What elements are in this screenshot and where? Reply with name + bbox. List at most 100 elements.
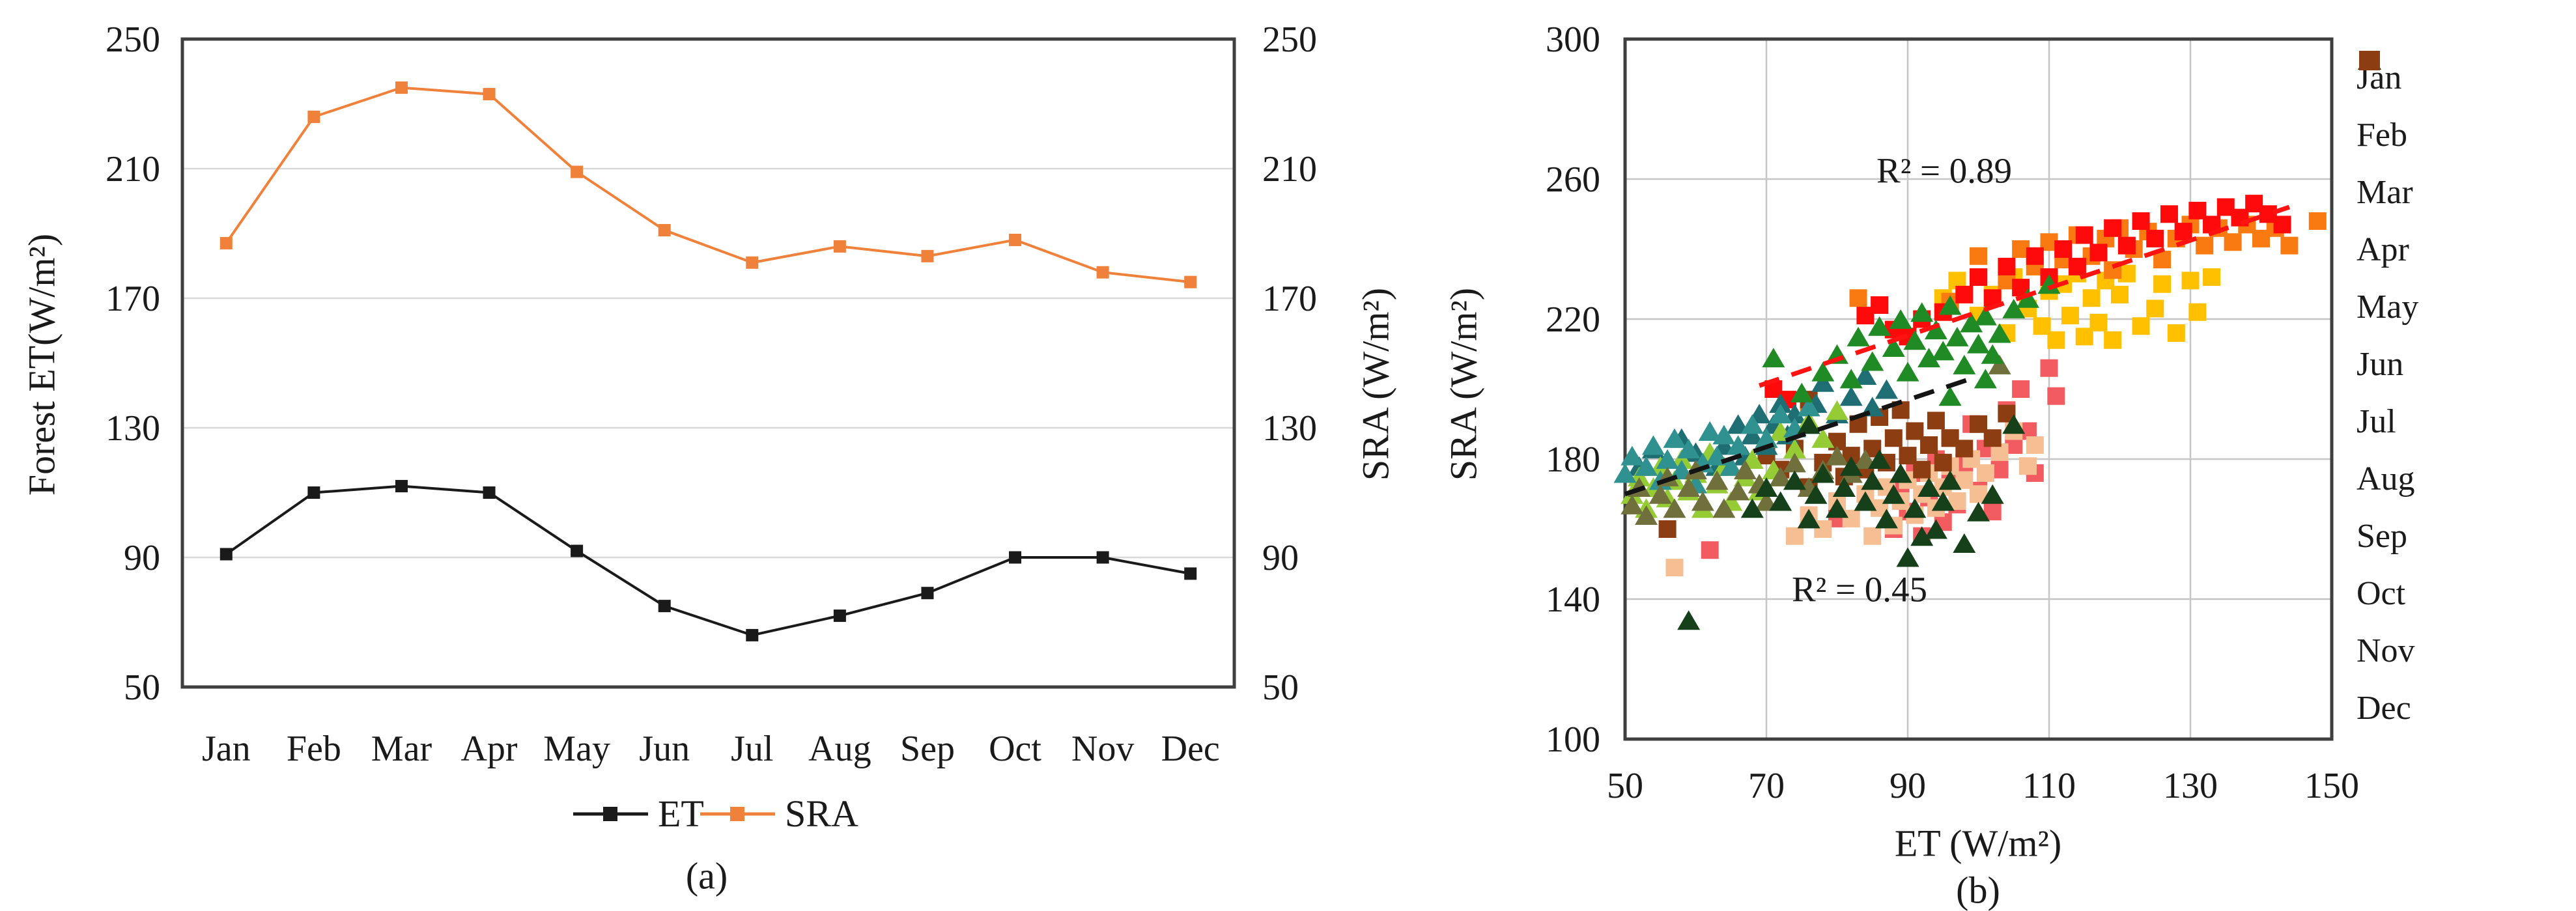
point-oct: [1931, 491, 1955, 511]
point-mar: [2280, 236, 2299, 255]
legend-item-aug: Aug: [2357, 51, 2418, 508]
point-jun: [1769, 393, 1792, 413]
point-feb: [2181, 272, 2200, 290]
point-oct: [1854, 491, 1877, 511]
point-jul: [1783, 438, 1806, 458]
point-apr: [2160, 205, 2178, 223]
point-sep: [1635, 505, 1658, 525]
legend-item-jul: Jul: [2357, 51, 2418, 451]
chart-b-y-tick: 100: [1546, 720, 1600, 760]
legend-item-jun: Jun: [2357, 51, 2418, 393]
chart-a-month-label: Jan: [202, 729, 251, 769]
chart-a-month-label: Dec: [1161, 729, 1220, 769]
point-oct: [1839, 456, 1863, 476]
marker-et: [1184, 567, 1197, 580]
point-apr: [2089, 244, 2108, 262]
scatter-series-oct: [1677, 414, 2026, 630]
marker-sra: [658, 224, 671, 237]
point-oct: [1924, 519, 1947, 539]
chart-b-y-tick: 260: [1546, 160, 1600, 200]
point-nov: [1863, 527, 1882, 545]
chart-b-x-tick: 110: [2022, 766, 2076, 806]
legend-marker: [603, 807, 617, 821]
caption-b: (b): [1956, 869, 2000, 911]
point-may: [1946, 326, 1969, 346]
marker-et: [571, 544, 584, 557]
scatter-series-apr: [1764, 195, 2291, 409]
chart-b-y-axis-title: SRA (W/m²): [1442, 287, 1485, 481]
point-aug: [1698, 421, 1721, 441]
point-sep: [1691, 491, 1714, 511]
point-feb: [2167, 324, 2185, 342]
point-feb: [2082, 289, 2101, 307]
point-jan: [2040, 359, 2058, 377]
chart-a-month-label: May: [543, 729, 610, 769]
point-oct: [1889, 463, 1912, 483]
point-jun: [1839, 386, 1863, 406]
point-apr: [2146, 229, 2164, 247]
chart-b-x-tick: 150: [2304, 766, 2359, 806]
legend-label: Sep: [2357, 518, 2407, 555]
legend-item-apr: Apr: [2357, 51, 2418, 279]
point-jun: [1740, 425, 1764, 445]
marker-et: [307, 486, 320, 499]
point-may: [1889, 309, 1912, 329]
point-apr: [2104, 219, 2122, 237]
scatter-legend: Jan Feb Mar Apr May Jun Jul Aug Sep Oct Nov Dec: [2357, 49, 2418, 737]
legend-label: Jun: [2357, 346, 2404, 383]
marker-sra: [1184, 275, 1197, 288]
point-may: [1847, 326, 1870, 346]
marker-sra: [833, 240, 846, 253]
point-aug: [1635, 456, 1658, 476]
point-mar: [1849, 289, 1867, 307]
chart-a-right-tick: 90: [1262, 538, 1299, 578]
point-apr: [2132, 212, 2150, 230]
point-dec: [1983, 429, 2002, 447]
chart-a: 50 50 90 90 130 130 170 170 210 210 250 250 Jan Feb Ma…: [106, 20, 1317, 835]
point-feb: [2146, 300, 2164, 318]
point-aug: [1656, 449, 1679, 469]
point-jan: [1701, 541, 1719, 559]
point-may: [1882, 337, 1905, 357]
point-nov: [2026, 436, 2044, 454]
point-dec: [1955, 440, 1974, 458]
point-apr: [1871, 296, 1889, 314]
point-jan: [2047, 387, 2065, 405]
point-feb: [2111, 285, 2129, 303]
scatter-series-may: [1762, 274, 2061, 406]
point-may: [1981, 344, 2004, 364]
point-oct: [1967, 501, 1990, 522]
marker-et: [219, 548, 233, 561]
point-oct: [1938, 470, 1962, 490]
legend-label: Aug: [2357, 460, 2415, 498]
point-apr: [2026, 247, 2044, 265]
point-feb: [2132, 317, 2150, 335]
point-oct: [1797, 414, 1820, 434]
legend-label-sra: SRA: [785, 792, 858, 835]
marker-et: [483, 486, 496, 499]
point-may: [1839, 369, 1863, 389]
point-may: [1938, 295, 1962, 315]
point-feb: [2047, 331, 2065, 349]
r-squared-squares-label: R² = 0.89: [1876, 150, 2012, 191]
point-sep: [1649, 484, 1672, 504]
point-may: [1790, 382, 1813, 402]
chart-a-month-label: Oct: [989, 729, 1041, 769]
point-oct: [1769, 491, 1792, 511]
point-feb: [2203, 268, 2221, 286]
chart-b-y-tick: 220: [1546, 300, 1600, 340]
series-line-sra: [225, 86, 1191, 284]
point-jun: [1854, 365, 1877, 385]
point-sep: [1712, 498, 1736, 518]
marker-sra: [746, 256, 759, 269]
point-dec: [1934, 453, 1952, 471]
point-oct: [2002, 414, 2026, 434]
point-jan: [2012, 380, 2030, 398]
legend-item-feb: Feb: [2357, 51, 2418, 164]
marker-sra: [571, 165, 584, 178]
point-oct: [1981, 484, 2004, 504]
marker-et: [921, 587, 934, 600]
point-apr: [2075, 226, 2093, 244]
point-may: [1931, 341, 1955, 361]
